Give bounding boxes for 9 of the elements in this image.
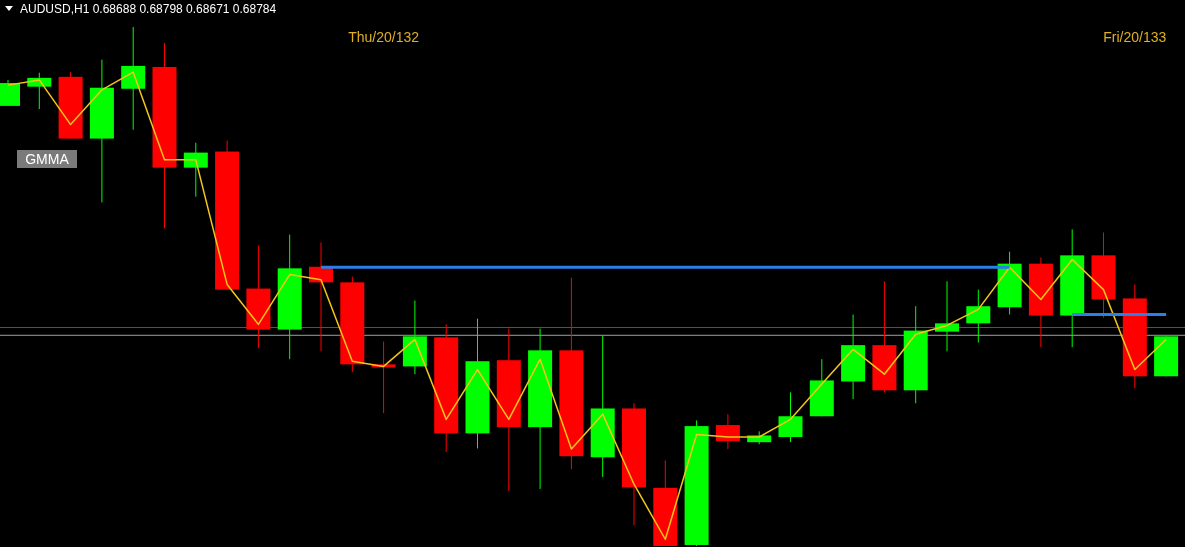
x-tick-label: Thu/20/132 bbox=[348, 29, 420, 45]
candlestick bbox=[778, 391, 803, 443]
candlestick bbox=[935, 280, 959, 352]
x-tick-label: Fri/20/133 bbox=[1103, 29, 1167, 45]
candlestick bbox=[183, 142, 208, 198]
chart-title: AUDUSD,H1 0.68688 0.68798 0.68671 0.68784 bbox=[20, 2, 277, 16]
candlestick bbox=[121, 26, 146, 131]
candlestick bbox=[966, 289, 991, 344]
annotation: GMMA bbox=[25, 151, 70, 167]
